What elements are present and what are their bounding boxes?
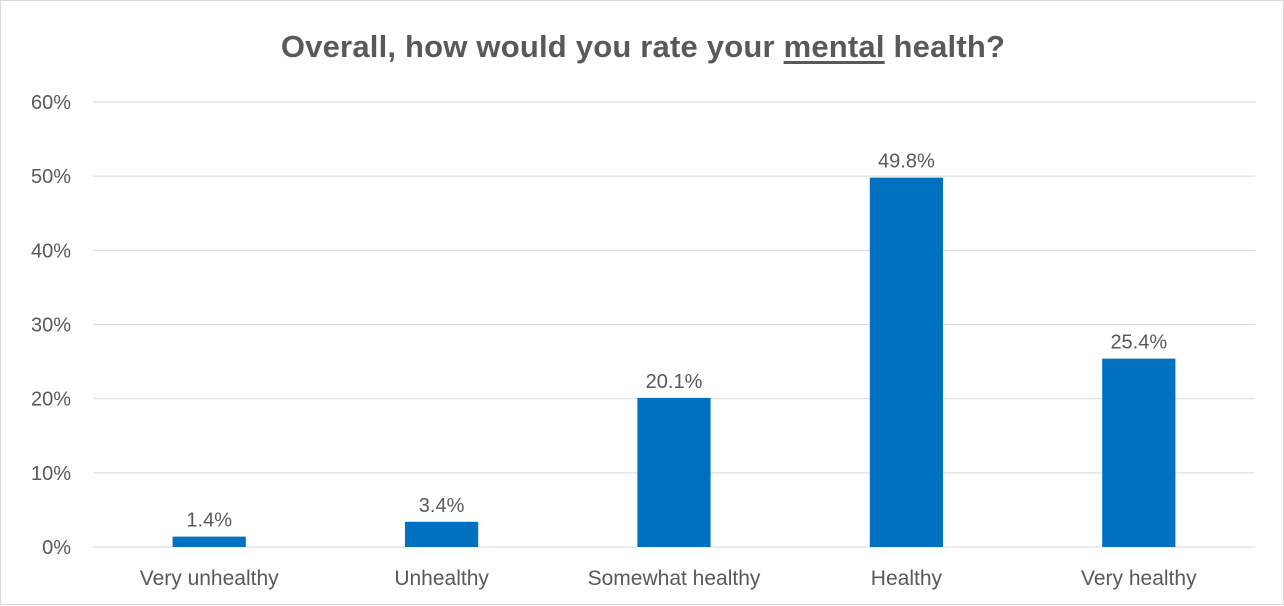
data-label: 49.8% [878,151,935,173]
data-label: 1.4% [186,510,232,532]
y-tick-label: 0% [42,537,71,559]
chart-title-emphasis: mental [783,29,885,64]
y-tick-label: 30% [31,315,71,337]
y-tick-label: 10% [31,463,71,485]
bar-very-unhealthy [172,536,246,547]
bar-very-healthy [1102,358,1176,547]
bar-unhealthy [404,521,479,547]
bars [172,177,1176,547]
x-axis-tick-labels: Very unhealthy Unhealthy Somewhat healthy H… [140,567,1197,590]
bar-somewhat-healthy [637,397,711,547]
data-labels: 1.4% 3.4% 20.1% 49.8% 25.4% [186,151,1167,532]
chart-title-before: Overall, how would you rate your [280,29,784,64]
y-tick-label: 20% [31,389,71,411]
y-tick-label: 50% [31,166,71,188]
chart-title-after: health? [884,29,1006,64]
gridlines [93,101,1255,548]
y-tick-label: 40% [31,240,71,262]
data-label: 25.4% [1110,332,1167,354]
x-tick-label: Very healthy [1081,567,1197,590]
y-tick-label: 60% [31,92,71,114]
x-tick-label: Unhealthy [394,567,489,590]
data-label: 20.1% [646,371,703,393]
data-label: 3.4% [419,495,465,517]
x-tick-label: Somewhat healthy [588,567,761,590]
chart-title: Overall, how would you rate your mental … [1,29,1284,65]
x-tick-label: Very unhealthy [140,567,279,590]
bar-healthy [869,177,944,547]
y-axis-tick-labels: 0% 10% 20% 30% 40% 50% 60% [31,92,71,559]
x-tick-label: Healthy [871,567,943,590]
